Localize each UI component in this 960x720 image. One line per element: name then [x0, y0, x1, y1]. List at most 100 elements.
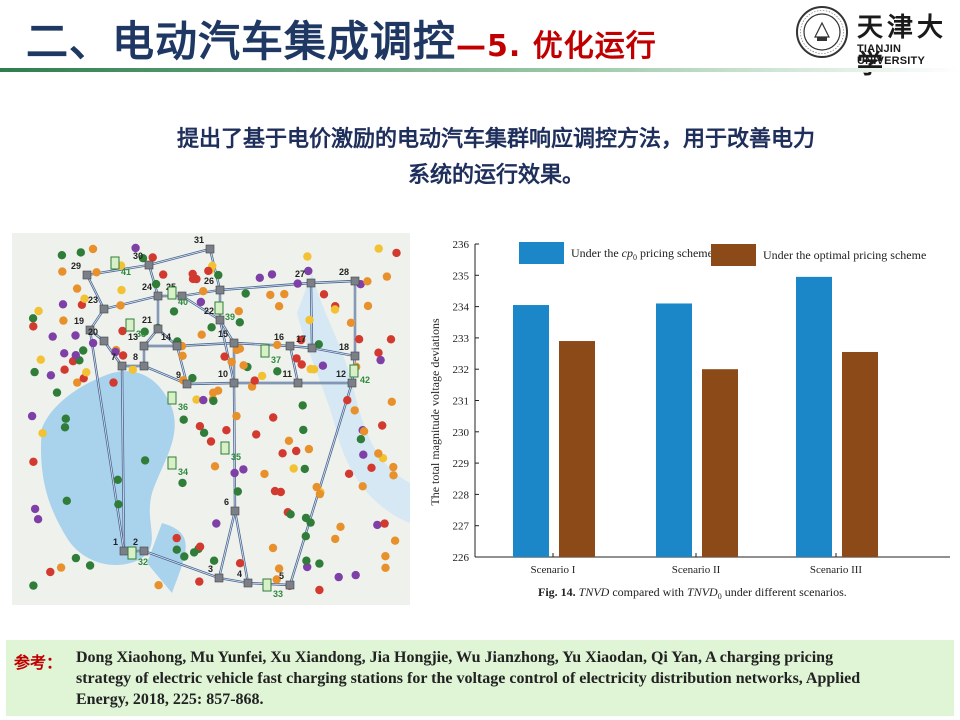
network-node [99, 304, 109, 314]
bar-cp0-3 [796, 276, 832, 557]
demand-dot [235, 318, 244, 327]
logo-chinese-name: 天津大学 [857, 13, 948, 80]
node-label: 1 [113, 537, 118, 547]
demand-dot [363, 301, 373, 311]
demand-dot [354, 335, 364, 344]
y-tick-label: 235 [453, 270, 470, 282]
network-node [229, 338, 239, 348]
demand-dot [303, 562, 312, 572]
station-label: 38 [136, 329, 146, 339]
demand-dot [306, 364, 315, 374]
network-node [285, 580, 295, 590]
demand-dot [255, 273, 264, 282]
demand-dot [304, 444, 314, 454]
demand-dot [305, 315, 314, 325]
network-node [153, 324, 163, 334]
demand-dot [204, 266, 213, 276]
demand-dot [299, 425, 308, 435]
road-centerline [289, 345, 299, 384]
demand-dot [80, 294, 89, 303]
headline-line-2: 系统的运行效果。 [407, 163, 584, 188]
road-centerline [103, 295, 159, 310]
demand-dot [195, 422, 205, 431]
road-centerline [143, 550, 220, 579]
demand-dot [30, 504, 40, 514]
demand-dot [387, 397, 396, 406]
demand-dot [28, 314, 38, 323]
chart-bars [513, 276, 878, 557]
node-label: 3 [208, 564, 213, 574]
traffic-network-map: 1 2 3 4 5 6 7 8 9 10 11 12 13 14 15 16 17 18 19 20 21 22 23 24 2… [12, 233, 410, 605]
demand-dot [289, 464, 298, 473]
node-label: 4 [237, 569, 242, 579]
demand-dot [381, 563, 390, 572]
road-centerline [209, 248, 221, 291]
demand-dot [367, 463, 376, 472]
demand-dot [189, 548, 199, 557]
node-label: 2 [133, 537, 138, 547]
demand-dot [315, 559, 324, 568]
demand-dot [233, 487, 242, 496]
network-node [119, 546, 129, 556]
road-centerline [148, 248, 211, 266]
demand-dot [292, 446, 301, 456]
y-tick-label: 230 [453, 427, 470, 439]
reference-line-1: Dong Xiaohong, Mu Yunfei, Xu Xiandong, J… [76, 649, 834, 666]
demand-dot [239, 361, 248, 370]
node-label: 18 [339, 342, 349, 352]
demand-dot [62, 496, 71, 505]
title-divider [0, 68, 960, 72]
station-label: 35 [231, 452, 241, 462]
demand-dot [303, 252, 312, 261]
road-centerline [86, 274, 105, 310]
charging-station-icon [167, 286, 177, 300]
demand-dot [363, 277, 372, 286]
demand-dot [260, 469, 269, 479]
demand-dot [29, 457, 38, 466]
demand-dot [376, 355, 385, 365]
demand-dot [252, 430, 261, 439]
demand-dot [56, 563, 66, 572]
demand-dot [92, 268, 101, 277]
legend-swatch [711, 244, 756, 266]
demand-dot [356, 435, 366, 444]
y-tick-label: 229 [453, 458, 470, 470]
demand-dot [206, 437, 216, 446]
demand-dot [180, 552, 189, 561]
demand-dot [72, 284, 82, 293]
demand-dot [351, 570, 360, 580]
demand-dot [241, 289, 250, 298]
demand-dot [30, 367, 39, 377]
demand-dot [52, 388, 62, 397]
demand-dot [312, 482, 321, 492]
road-centerline [89, 329, 125, 552]
demand-dot [140, 327, 149, 336]
demand-dot [344, 469, 354, 478]
station-label: 41 [121, 267, 131, 277]
demand-dot [389, 471, 398, 480]
demand-dot [298, 401, 307, 410]
demand-dot [359, 427, 369, 436]
demand-dot [138, 254, 148, 263]
y-tick-label: 234 [453, 302, 470, 314]
demand-dot [60, 349, 69, 358]
demand-dot [117, 285, 126, 295]
network-node [215, 315, 225, 325]
demand-dot [113, 475, 123, 484]
demand-dot [380, 519, 389, 528]
demand-dot [207, 323, 216, 332]
node-label: 23 [88, 295, 98, 305]
demand-dot [178, 478, 187, 488]
node-label: 24 [142, 282, 152, 292]
bar-cp0-1 [513, 305, 549, 557]
network-node [306, 278, 316, 288]
demand-dot [154, 581, 163, 590]
node-label: 28 [339, 267, 349, 277]
demand-dot [196, 297, 206, 307]
node-label: 6 [224, 497, 229, 507]
demand-dot [192, 395, 201, 404]
demand-dot [116, 301, 125, 310]
legend-label: Under the cp0 pricing scheme [571, 246, 713, 262]
demand-dot [267, 270, 277, 279]
